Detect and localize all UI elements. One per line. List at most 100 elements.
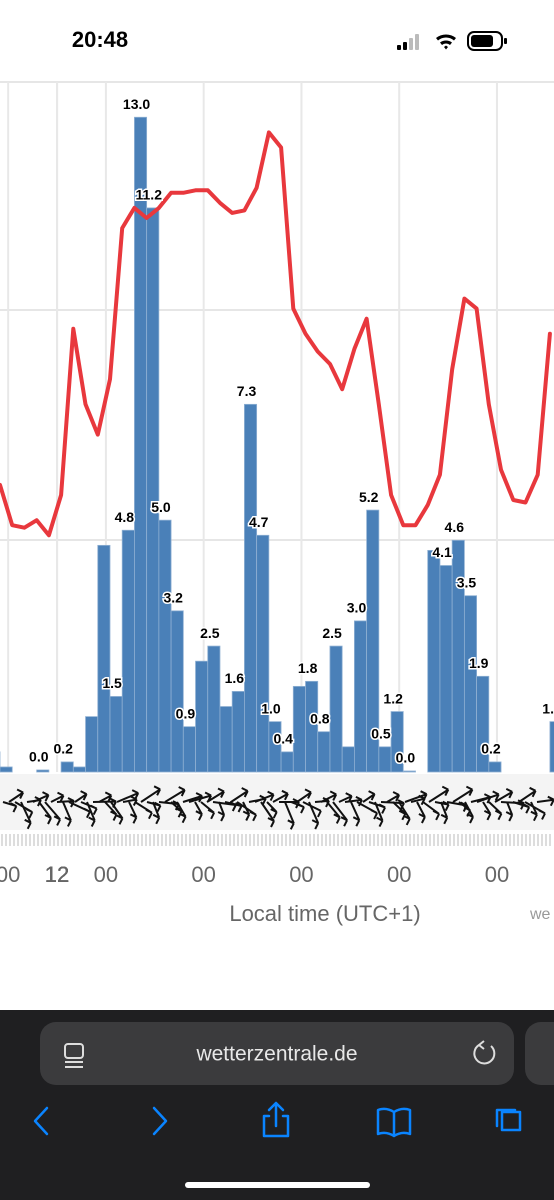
value-label: 1.0 xyxy=(542,700,554,716)
value-label: 4.1 xyxy=(432,544,452,560)
value-label: 5.2 xyxy=(359,489,379,505)
value-label: 0.4 xyxy=(273,731,293,747)
x-tick-label: 00 xyxy=(94,862,118,887)
wind-barb xyxy=(152,801,161,825)
value-label: 3.2 xyxy=(163,590,183,606)
wind-barb xyxy=(128,801,138,824)
next-tab-pill[interactable] xyxy=(525,1022,554,1085)
value-label: 2.5 xyxy=(200,625,220,641)
value-label: 4.7 xyxy=(249,514,269,530)
wind-barb xyxy=(332,801,348,827)
wind-barb xyxy=(326,801,341,824)
bar xyxy=(256,534,270,773)
wind-barb xyxy=(296,788,312,803)
bar xyxy=(280,751,294,773)
wind-barb xyxy=(374,801,384,828)
wind-barb xyxy=(464,801,474,824)
value-label: 7.3 xyxy=(237,383,257,399)
bar xyxy=(549,721,554,773)
x-tick-label: 12 xyxy=(45,862,69,887)
wind-barb xyxy=(362,790,376,803)
share-button[interactable] xyxy=(262,1101,290,1138)
wind-barb xyxy=(44,801,61,826)
value-label: 1.6 xyxy=(225,670,245,686)
bar xyxy=(219,706,233,773)
wind-barb xyxy=(518,786,537,803)
back-button[interactable] xyxy=(33,1106,49,1136)
bar xyxy=(109,696,123,773)
wind-barb xyxy=(266,801,278,819)
bar xyxy=(439,565,453,773)
value-label: 3.0 xyxy=(347,600,367,616)
value-label: 11.2 xyxy=(136,187,163,203)
bar xyxy=(207,645,221,773)
wind-barb xyxy=(140,785,161,803)
wind-barb xyxy=(32,791,50,803)
bar xyxy=(97,544,111,773)
wind-barb xyxy=(217,801,226,822)
wind-barb xyxy=(410,794,426,806)
address-bar[interactable] xyxy=(40,1022,514,1085)
x-tick-label: 00 xyxy=(0,862,20,887)
wind-barb xyxy=(536,795,554,807)
value-label: 0.2 xyxy=(481,741,501,757)
x-tick-label: 00 xyxy=(191,862,215,887)
wind-barb xyxy=(284,801,295,830)
wind-barb xyxy=(422,801,440,821)
bar xyxy=(231,691,245,773)
bar xyxy=(195,660,209,773)
wind-barb xyxy=(68,801,91,819)
wind-barb xyxy=(482,801,492,821)
bar xyxy=(158,519,172,773)
value-label: 1.2 xyxy=(383,690,403,706)
bookmarks-button[interactable] xyxy=(376,1107,412,1138)
value-label: 3.5 xyxy=(457,574,477,590)
line-series xyxy=(0,130,552,538)
status-icons xyxy=(397,31,507,51)
bar xyxy=(427,549,441,773)
value-label: 13.0 xyxy=(123,96,150,112)
wind-barb xyxy=(440,801,449,825)
value-label: 0.8 xyxy=(310,710,330,726)
bar xyxy=(121,529,135,773)
value-label: 2.5 xyxy=(322,625,342,641)
reload-button[interactable] xyxy=(473,1040,496,1065)
wind-barb xyxy=(206,787,225,803)
bar xyxy=(305,680,319,773)
bar xyxy=(268,721,282,773)
wind-barb xyxy=(428,785,450,803)
value-label: 0.9 xyxy=(176,705,196,721)
wind-barb xyxy=(505,801,514,822)
wind-barb xyxy=(320,790,338,803)
bar xyxy=(317,731,331,773)
forward-button[interactable] xyxy=(152,1106,168,1136)
page-menu-icon[interactable] xyxy=(64,1043,84,1068)
status-time: 20:48 xyxy=(72,27,128,52)
bar xyxy=(488,761,502,773)
watermark: we xyxy=(529,906,551,923)
wind-barb xyxy=(134,801,153,820)
wind-barb xyxy=(398,801,411,826)
tabs-button[interactable] xyxy=(495,1108,522,1132)
url-text[interactable]: wetterzentrale.de xyxy=(195,1043,357,1066)
bar xyxy=(72,766,86,773)
bar xyxy=(182,726,196,773)
wind-barb xyxy=(98,791,113,803)
wind-barb xyxy=(272,789,289,803)
bar xyxy=(476,675,490,773)
x-tick-label: 00 xyxy=(485,862,509,887)
wind-barb xyxy=(530,801,538,822)
x-tick-label: 12 xyxy=(45,862,69,887)
bar xyxy=(463,595,478,773)
wind-barb xyxy=(164,786,186,803)
bar xyxy=(244,403,258,773)
x-tick-label: 12 xyxy=(45,862,69,887)
bar xyxy=(85,716,99,773)
wind-barb xyxy=(290,801,305,814)
bar xyxy=(329,645,343,773)
wind-barb xyxy=(62,801,72,827)
x-tick-label: 12 xyxy=(45,862,69,887)
bar xyxy=(146,207,160,773)
